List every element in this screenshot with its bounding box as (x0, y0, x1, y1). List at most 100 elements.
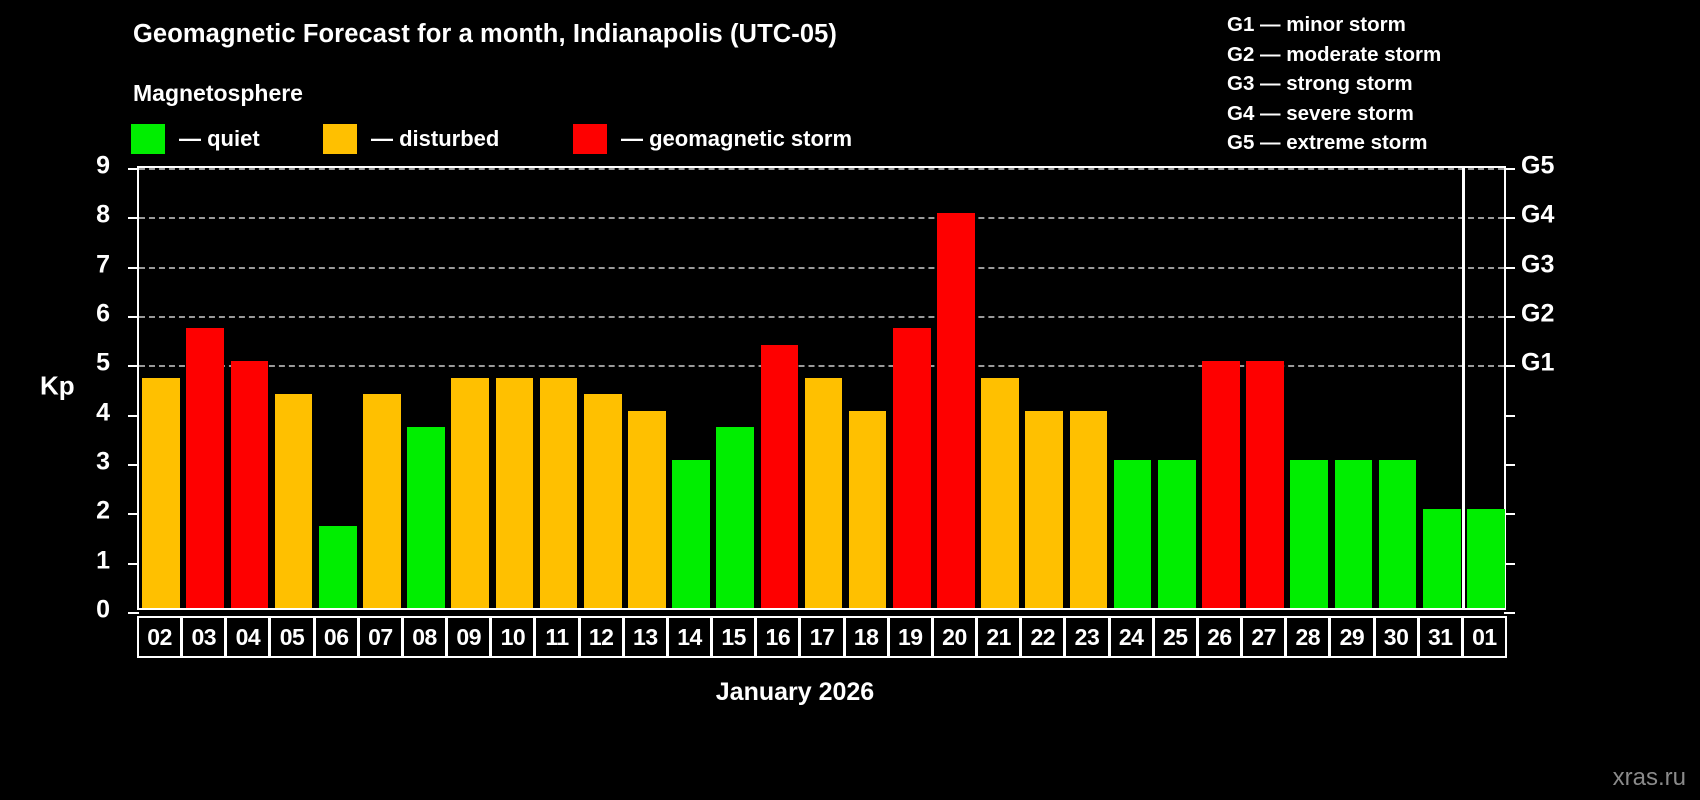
date-label-18[interactable]: 18 (843, 616, 889, 658)
bar-day-13[interactable] (628, 410, 666, 608)
bar-day-14[interactable] (672, 460, 710, 608)
date-label-02[interactable]: 02 (137, 616, 183, 658)
y-axis-label-5: 5 (96, 348, 110, 377)
y-axis-label-0: 0 (96, 595, 110, 624)
date-label-21[interactable]: 21 (976, 616, 1022, 658)
bar-day-10[interactable] (495, 377, 534, 608)
y-tick-2 (128, 513, 139, 516)
bar-day-30[interactable] (1378, 460, 1417, 608)
date-label-16[interactable]: 16 (755, 616, 801, 658)
date-label-20[interactable]: 20 (931, 616, 978, 658)
g-axis-label-G4: G4 (1521, 200, 1555, 229)
bar-day-25[interactable] (1157, 460, 1196, 608)
date-label-06[interactable]: 06 (313, 616, 359, 658)
date-label-11[interactable]: 11 (534, 616, 580, 658)
gridline-kp-9 (139, 168, 1504, 170)
g-axis-label-G1: G1 (1521, 348, 1555, 377)
date-label-17[interactable]: 17 (799, 616, 845, 658)
bar-day-07[interactable] (363, 394, 401, 608)
date-label-14[interactable]: 14 (666, 616, 713, 658)
plot-inner (128, 168, 1515, 614)
y-axis-label-7: 7 (96, 250, 110, 279)
page-title: Geomagnetic Forecast for a month, Indian… (133, 20, 838, 48)
y-tick-0 (128, 612, 139, 614)
watermark: xras.ru (1612, 764, 1686, 791)
y-tick-6 (128, 316, 139, 318)
date-label-31[interactable]: 31 (1417, 616, 1463, 658)
date-label-03[interactable]: 03 (181, 616, 227, 658)
bar-day-23[interactable] (1069, 410, 1108, 608)
g-scale-line-5: G5 — extreme storm (1227, 131, 1428, 154)
bar-day-17[interactable] (804, 377, 843, 608)
date-label-22[interactable]: 22 (1020, 616, 1066, 658)
y-axis-label-6: 6 (96, 299, 110, 328)
y-tick-1 (128, 562, 139, 565)
bar-day-19[interactable] (892, 328, 931, 608)
bar-day-20[interactable] (937, 213, 975, 608)
date-label-01[interactable]: 01 (1461, 616, 1507, 658)
bar-day-24[interactable] (1113, 460, 1152, 608)
g-axis-label-G5: G5 (1521, 151, 1555, 180)
legend-item-0: — quiet (131, 124, 260, 154)
date-label-10[interactable]: 10 (490, 616, 536, 658)
date-label-25[interactable]: 25 (1152, 616, 1198, 658)
g-scale-line-4: G4 — severe storm (1227, 101, 1414, 125)
bar-day-22[interactable] (1025, 410, 1064, 608)
bar-day-21[interactable] (981, 377, 1019, 608)
date-label-08[interactable]: 08 (401, 616, 448, 658)
date-axis-strip: 02 03 04 05 06 07 08 09 10 11 12 13 14 15 16 17 18 19 20 21… (137, 616, 1507, 658)
date-label-26[interactable]: 26 (1196, 616, 1243, 658)
bar-day-16[interactable] (760, 345, 799, 608)
legend-label-2: — geomagnetic storm (621, 126, 853, 151)
date-label-09[interactable]: 09 (446, 616, 492, 658)
bar-day-11[interactable] (539, 377, 578, 608)
date-label-30[interactable]: 30 (1373, 616, 1419, 658)
g-tick-kp-9 (1504, 168, 1515, 170)
date-label-19[interactable]: 19 (887, 616, 933, 658)
month-label: January 2026 (715, 678, 875, 706)
bar-day-02[interactable] (142, 377, 180, 608)
bar-day-26[interactable] (1202, 361, 1240, 608)
date-label-05[interactable]: 05 (269, 616, 315, 658)
g-scale-line-1: G1 — minor storm (1227, 13, 1406, 36)
bar-day-27[interactable] (1246, 361, 1284, 608)
date-label-28[interactable]: 28 (1285, 616, 1331, 658)
bar-day-04[interactable] (230, 361, 269, 608)
legend-item-2: — geomagnetic storm (573, 124, 852, 154)
g-axis-label-G3: G3 (1521, 250, 1555, 279)
bar-day-01[interactable] (1467, 509, 1505, 608)
bar-day-18[interactable] (848, 410, 887, 608)
bar-day-12[interactable] (583, 394, 622, 608)
date-label-04[interactable]: 04 (225, 616, 271, 658)
y-tick-9 (128, 168, 139, 170)
bar-day-29[interactable] (1334, 460, 1373, 608)
bar-day-31[interactable] (1422, 509, 1461, 608)
g-axis-label-G2: G2 (1521, 299, 1555, 328)
y-axis-label-8: 8 (96, 200, 110, 229)
date-label-24[interactable]: 24 (1108, 616, 1154, 658)
bar-day-06[interactable] (318, 525, 357, 608)
gridline-kp-5 (139, 365, 1504, 368)
g-tick-kp-2 (1504, 513, 1515, 516)
bar-day-09[interactable] (451, 377, 490, 608)
g-scale-line-3: G3 — strong storm (1227, 72, 1413, 95)
y-axis-label-2: 2 (96, 496, 110, 525)
g-scale-legend: G1 — minor storm G2 — moderate storm G3 — … (1227, 10, 1557, 158)
date-label-12[interactable]: 12 (578, 616, 624, 658)
date-label-13[interactable]: 13 (622, 616, 668, 658)
date-label-29[interactable]: 29 (1329, 616, 1375, 658)
legend-swatch-quiet (131, 124, 165, 154)
y-axis-label-3: 3 (96, 447, 110, 476)
bar-day-28[interactable] (1290, 460, 1329, 608)
date-label-15[interactable]: 15 (711, 616, 757, 658)
y-tick-4 (128, 414, 139, 417)
y-tick-8 (128, 217, 139, 220)
bar-day-05[interactable] (274, 394, 313, 608)
date-label-07[interactable]: 07 (357, 616, 403, 658)
date-label-23[interactable]: 23 (1064, 616, 1110, 658)
date-label-27[interactable]: 27 (1241, 616, 1287, 658)
bar-day-15[interactable] (716, 426, 754, 608)
bar-day-03[interactable] (186, 328, 225, 608)
bar-day-08[interactable] (407, 426, 445, 608)
